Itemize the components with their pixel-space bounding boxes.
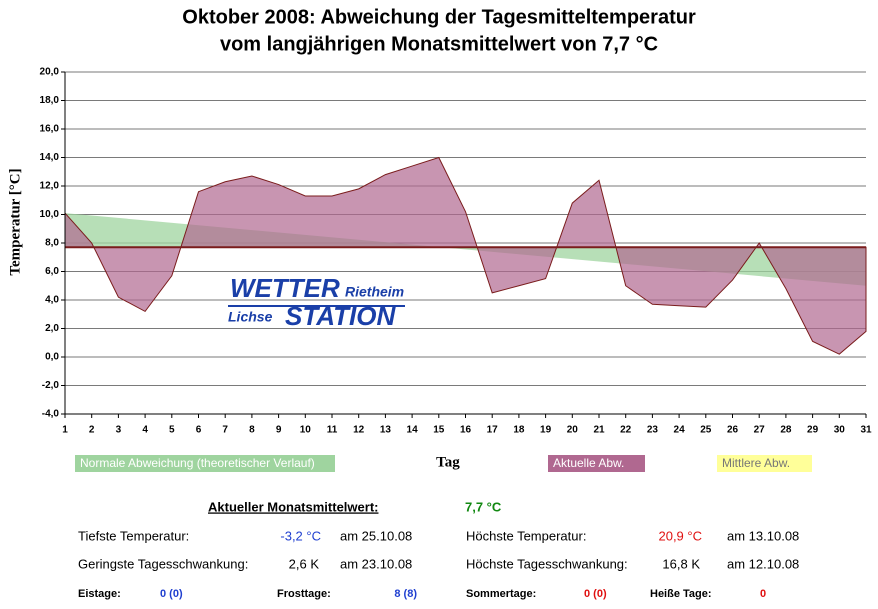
x-tick-label: 16 bbox=[460, 425, 472, 436]
stat-label: Sommertage: bbox=[466, 588, 536, 600]
x-tick-label: 9 bbox=[276, 425, 282, 436]
y-tick-label: 10,0 bbox=[40, 209, 60, 220]
x-tick-label: 30 bbox=[834, 425, 846, 436]
area bbox=[64, 156, 867, 355]
y-tick-label: -4,0 bbox=[42, 409, 60, 420]
chart-title: vom langjährigen Monatsmittelwert von 7,… bbox=[220, 33, 658, 55]
x-tick-label: 20 bbox=[567, 425, 579, 436]
legend-label: Aktuelle Abw. bbox=[553, 456, 624, 470]
x-tick-label: 15 bbox=[433, 425, 445, 436]
y-tick-label: 18,0 bbox=[40, 95, 60, 106]
stat-label: Aktueller Monatsmittelwert: bbox=[208, 499, 378, 514]
legend-swatch bbox=[717, 455, 812, 472]
y-axis-label: Temperatur [°C] bbox=[7, 168, 23, 275]
y-tick-label: 20,0 bbox=[40, 67, 60, 78]
chart-title: Oktober 2008: Abweichung der Tagesmittel… bbox=[182, 6, 696, 28]
legend-swatch bbox=[548, 455, 645, 472]
x-axis-label: Tag bbox=[436, 454, 460, 470]
x-tick-label: 24 bbox=[674, 425, 686, 436]
x-tick-label: 28 bbox=[780, 425, 792, 436]
stat-value: -3,2 °C bbox=[280, 528, 321, 543]
stat-value: 0 bbox=[760, 588, 766, 600]
x-tick-label: 12 bbox=[353, 425, 365, 436]
y-tick-label: 12,0 bbox=[40, 181, 60, 192]
stat-value: 0 (0) bbox=[584, 588, 607, 600]
y-tick-label: 0,0 bbox=[45, 352, 59, 363]
x-tick-label: 26 bbox=[727, 425, 739, 436]
stat-date: am 12.10.08 bbox=[727, 556, 799, 571]
stat-label: Geringste Tagesschwankung: bbox=[78, 556, 248, 571]
logo-text: Lichse bbox=[228, 309, 273, 325]
stat-value: 16,8 K bbox=[662, 556, 700, 571]
stat-date: am 23.10.08 bbox=[340, 556, 412, 571]
x-tick-label: 6 bbox=[196, 425, 202, 436]
stat-label: Höchste Tagesschwankung: bbox=[466, 556, 628, 571]
y-tick-label: 2,0 bbox=[45, 323, 59, 334]
stat-date: am 25.10.08 bbox=[340, 528, 412, 543]
logo-text: Rietheim bbox=[345, 284, 404, 300]
x-tick-label: 18 bbox=[513, 425, 525, 436]
x-tick-label: 21 bbox=[593, 425, 605, 436]
stat-label: Tiefste Temperatur: bbox=[78, 528, 189, 543]
stat-value: 0 (0) bbox=[160, 588, 183, 600]
y-tick-label: 16,0 bbox=[40, 124, 60, 135]
stat-date: am 13.10.08 bbox=[727, 528, 799, 543]
stat-value: 8 (8) bbox=[394, 588, 417, 600]
x-tick-label: 31 bbox=[860, 425, 872, 436]
y-tick-label: 8,0 bbox=[45, 238, 59, 249]
x-tick-label: 1 bbox=[62, 425, 68, 436]
x-tick-label: 3 bbox=[116, 425, 122, 436]
logo-text: STATION bbox=[285, 301, 396, 331]
stat-value: 2,6 K bbox=[289, 556, 320, 571]
legend-label: Mittlere Abw. bbox=[722, 456, 790, 470]
stat-value: 7,7 °C bbox=[465, 499, 502, 514]
x-tick-label: 27 bbox=[754, 425, 766, 436]
logo-text: WETTER bbox=[230, 273, 340, 303]
y-tick-label: 14,0 bbox=[40, 152, 60, 163]
x-tick-label: 29 bbox=[807, 425, 819, 436]
stat-label: Frosttage: bbox=[277, 588, 331, 600]
x-tick-label: 25 bbox=[700, 425, 712, 436]
x-tick-label: 17 bbox=[487, 425, 499, 436]
x-tick-label: 13 bbox=[380, 425, 392, 436]
x-tick-label: 2 bbox=[89, 425, 95, 436]
x-tick-label: 19 bbox=[540, 425, 552, 436]
x-tick-label: 14 bbox=[407, 425, 419, 436]
x-tick-label: 5 bbox=[169, 425, 175, 436]
legend-swatch bbox=[75, 455, 335, 472]
x-tick-label: 22 bbox=[620, 425, 632, 436]
stat-value: 20,9 °C bbox=[658, 528, 702, 543]
x-tick-label: 10 bbox=[300, 425, 312, 436]
x-tick-label: 4 bbox=[142, 425, 148, 436]
x-tick-label: 23 bbox=[647, 425, 659, 436]
stat-label: Heiße Tage: bbox=[650, 588, 712, 600]
legend-label: Normale Abweichung (theoretischer Verlau… bbox=[80, 456, 315, 470]
y-tick-label: 4,0 bbox=[45, 295, 59, 306]
y-tick-label: -2,0 bbox=[42, 380, 60, 391]
x-tick-label: 8 bbox=[249, 425, 255, 436]
x-tick-label: 7 bbox=[222, 425, 228, 436]
y-tick-label: 6,0 bbox=[45, 266, 59, 277]
stat-label: Höchste Temperatur: bbox=[466, 528, 586, 543]
x-tick-label: 11 bbox=[327, 425, 338, 436]
logo: WETTER Rietheim Lichse STATION bbox=[228, 273, 405, 331]
stat-label: Eistage: bbox=[78, 588, 121, 600]
